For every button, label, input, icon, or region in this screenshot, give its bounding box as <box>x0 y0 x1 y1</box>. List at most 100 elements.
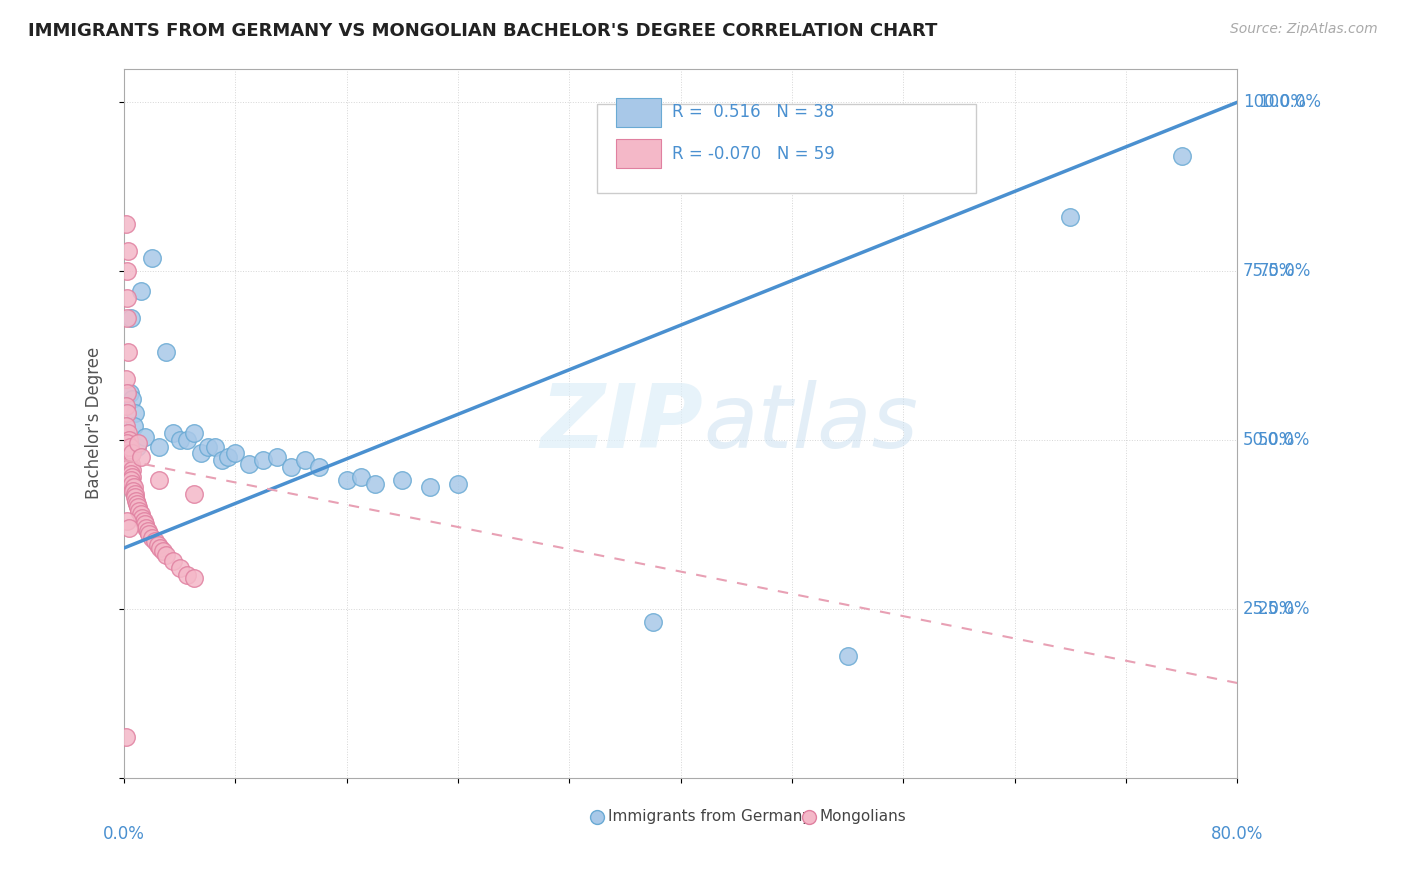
Point <box>118 521 141 535</box>
Point <box>183 571 205 585</box>
Point <box>115 385 138 400</box>
Point <box>1059 210 1081 224</box>
Point <box>129 285 152 299</box>
Point <box>132 514 155 528</box>
Point <box>121 470 143 484</box>
Text: IMMIGRANTS FROM GERMANY VS MONGOLIAN BACHELOR'S DEGREE CORRELATION CHART: IMMIGRANTS FROM GERMANY VS MONGOLIAN BAC… <box>28 22 938 40</box>
Text: 80.0%: 80.0% <box>1211 825 1264 843</box>
Point <box>117 443 139 458</box>
Point <box>118 450 141 464</box>
Point <box>114 730 136 744</box>
Point <box>204 440 226 454</box>
Point <box>115 406 138 420</box>
Point <box>114 399 136 413</box>
Point <box>120 474 142 488</box>
Point <box>122 480 145 494</box>
Point <box>122 480 145 494</box>
Point <box>211 453 233 467</box>
Point <box>155 345 177 359</box>
Point <box>266 450 288 464</box>
Point <box>118 771 141 785</box>
Point <box>129 507 152 521</box>
Text: 25.0%: 25.0% <box>1258 599 1310 618</box>
Point <box>114 372 136 386</box>
Point <box>224 446 246 460</box>
Point <box>118 440 141 454</box>
Point <box>336 474 359 488</box>
Point <box>183 426 205 441</box>
Text: 100.0%: 100.0% <box>1258 94 1322 112</box>
Point <box>120 433 142 447</box>
Point <box>152 544 174 558</box>
Point <box>294 453 316 467</box>
Point <box>141 531 163 545</box>
Point <box>134 429 156 443</box>
Point <box>120 459 142 474</box>
Point <box>128 504 150 518</box>
Point <box>176 568 198 582</box>
Text: 75.0%: 75.0% <box>1243 262 1295 280</box>
Point <box>143 534 166 549</box>
Text: 50.0%: 50.0% <box>1243 431 1295 449</box>
Text: R = -0.070   N = 59: R = -0.070 N = 59 <box>672 145 835 162</box>
Point <box>134 517 156 532</box>
Text: ZIP: ZIP <box>540 379 703 467</box>
Point <box>121 446 143 460</box>
Point <box>121 392 143 407</box>
Point <box>122 419 145 434</box>
Point <box>129 450 152 464</box>
Point <box>125 440 148 454</box>
Point <box>169 561 191 575</box>
Point <box>125 497 148 511</box>
Point <box>218 450 240 464</box>
Text: Source: ZipAtlas.com: Source: ZipAtlas.com <box>1230 22 1378 37</box>
Point <box>447 476 470 491</box>
Point <box>121 463 143 477</box>
Point <box>135 521 157 535</box>
Point <box>1170 149 1192 163</box>
FancyBboxPatch shape <box>616 97 661 128</box>
Point <box>125 493 148 508</box>
Point <box>141 251 163 265</box>
Point <box>146 538 169 552</box>
Point <box>115 311 138 326</box>
Point <box>115 291 138 305</box>
Point <box>118 453 141 467</box>
Point <box>120 467 142 481</box>
Point <box>117 433 139 447</box>
Text: Immigrants from Germany: Immigrants from Germany <box>609 809 811 824</box>
Point <box>121 476 143 491</box>
Text: R =  0.516   N = 38: R = 0.516 N = 38 <box>672 103 834 121</box>
Text: 50.0%: 50.0% <box>1258 431 1310 449</box>
Point <box>350 470 373 484</box>
Point <box>124 491 146 505</box>
Point <box>117 426 139 441</box>
Point <box>121 483 143 498</box>
Text: atlas: atlas <box>703 380 918 466</box>
Point <box>138 527 160 541</box>
Point <box>131 510 153 524</box>
Point <box>391 474 413 488</box>
Point <box>162 426 184 441</box>
FancyBboxPatch shape <box>616 139 661 169</box>
Text: 100.0%: 100.0% <box>1243 94 1306 112</box>
FancyBboxPatch shape <box>598 104 976 193</box>
Point <box>641 615 664 630</box>
Point <box>124 406 146 420</box>
Point <box>115 514 138 528</box>
Point <box>162 554 184 568</box>
Point <box>121 771 143 785</box>
Point <box>115 217 138 231</box>
Point <box>115 264 138 278</box>
Text: 25.0%: 25.0% <box>1243 599 1295 618</box>
Point <box>238 457 260 471</box>
Point <box>136 524 159 538</box>
Point <box>837 648 859 663</box>
Point <box>183 487 205 501</box>
Point <box>124 487 146 501</box>
Point <box>115 419 138 434</box>
Point <box>419 480 441 494</box>
Text: 0.0%: 0.0% <box>103 825 145 843</box>
Text: Mongolians: Mongolians <box>820 809 907 824</box>
Point <box>149 541 172 555</box>
